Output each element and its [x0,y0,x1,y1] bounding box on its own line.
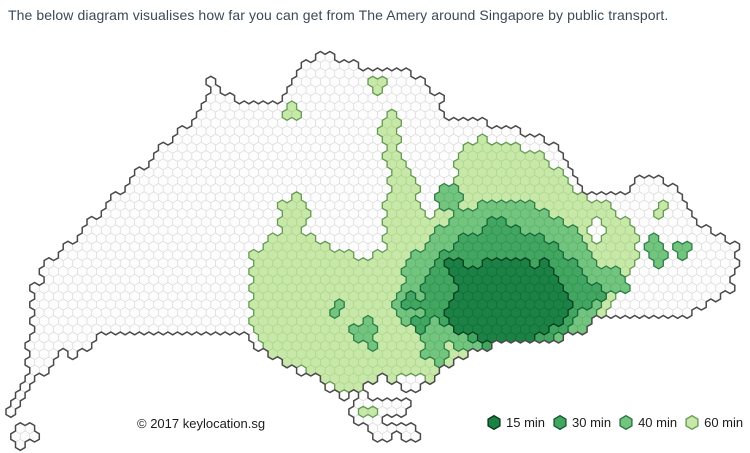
legend-item-15-min: 15 min [486,414,545,431]
legend-hex-icon [487,414,501,431]
legend-label: 30 min [572,415,612,430]
legend-label: 15 min [506,415,546,430]
region-border-15min [443,257,574,344]
region-border-40min [329,182,693,369]
legend-hex-icon [685,414,699,431]
legend-item-60-min: 60 min [684,414,743,431]
legend-item-30-min: 30 min [552,414,611,431]
copyright-text: © 2017 keylocation.sg [137,416,266,431]
coastline [5,50,741,452]
region-border-60min [248,75,669,418]
legend: 15 min 30 min 40 min 60 min [486,414,750,431]
page-title: The below diagram visualises how far you… [8,7,669,23]
legend-item-40-min: 40 min [618,414,677,431]
region-border-30min [400,215,607,350]
legend-hex-icon [553,414,567,431]
legend-hex-icon [619,414,633,431]
legend-label: 40 min [638,415,678,430]
legend-label: 60 min [704,415,744,430]
